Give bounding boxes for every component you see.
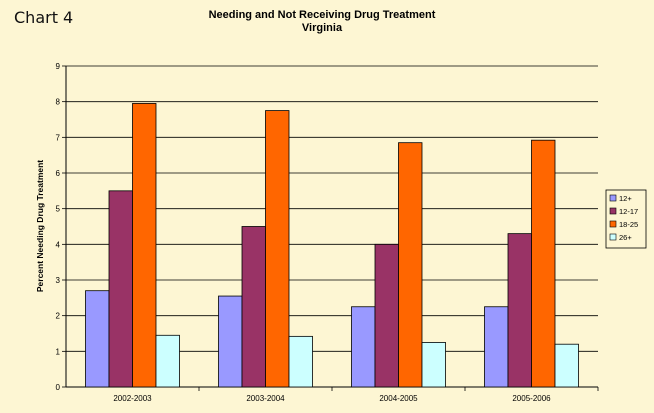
bar-12+-2002-2003 <box>85 290 110 388</box>
legend-label-18-25: 18-25 <box>619 220 638 229</box>
y-tick-label: 0 <box>56 383 61 392</box>
chart-title: Needing and Not Receiving Drug Treatment <box>209 9 436 21</box>
legend-swatch-18-25 <box>609 220 617 228</box>
bar-26+-2004-2005 <box>421 342 446 388</box>
y-tick-label: 9 <box>56 62 61 71</box>
bar-12-17-2003-2004 <box>241 226 266 388</box>
bar-12-17-2004-2005 <box>374 243 399 388</box>
y-axis-label: Percent Needing Drug Treatment <box>35 160 45 292</box>
bar-26+-2005-2006 <box>554 343 579 388</box>
legend: 12+ 12-17 18-25 26+ <box>605 189 647 249</box>
bar-12+-2004-2005 <box>351 306 376 388</box>
x-tick-label: 2003-2004 <box>246 394 285 403</box>
legend-label-12+: 12+ <box>619 194 632 203</box>
y-tick-label: 1 <box>56 347 61 356</box>
bar-12-17-2005-2006 <box>507 233 532 388</box>
bar-18-25-2004-2005 <box>398 142 423 388</box>
bar-18-25-2003-2004 <box>265 110 290 388</box>
x-tick-label: 2005-2006 <box>512 394 551 403</box>
bar-18-25-2005-2006 <box>531 139 556 388</box>
bar-26+-2003-2004 <box>288 335 313 388</box>
y-tick-label: 5 <box>56 205 61 214</box>
y-tick-label: 6 <box>56 169 61 178</box>
y-tick-label: 4 <box>56 240 61 249</box>
y-tick-label: 2 <box>56 312 61 321</box>
chart-number-label: Chart 4 <box>14 8 74 27</box>
legend-swatch-12+ <box>609 194 617 202</box>
bar-26+-2002-2003 <box>155 334 180 388</box>
legend-swatch-26+ <box>609 233 617 241</box>
y-tick-label: 8 <box>56 98 61 107</box>
bar-18-25-2002-2003 <box>132 103 157 388</box>
x-tick-label: 2002-2003 <box>113 394 152 403</box>
bars <box>85 103 579 388</box>
legend-label-26+: 26+ <box>619 233 632 242</box>
y-tick-label: 3 <box>56 276 61 285</box>
y-tick-label: 7 <box>56 133 61 142</box>
x-tick-label: 2004-2005 <box>379 394 418 403</box>
legend-swatch-12-17 <box>609 207 617 215</box>
bar-12+-2005-2006 <box>484 306 509 388</box>
bar-12+-2003-2004 <box>218 295 243 388</box>
chart-subtitle: Virginia <box>302 22 343 34</box>
bar-12-17-2002-2003 <box>108 190 133 388</box>
legend-label-12-17: 12-17 <box>619 207 638 216</box>
